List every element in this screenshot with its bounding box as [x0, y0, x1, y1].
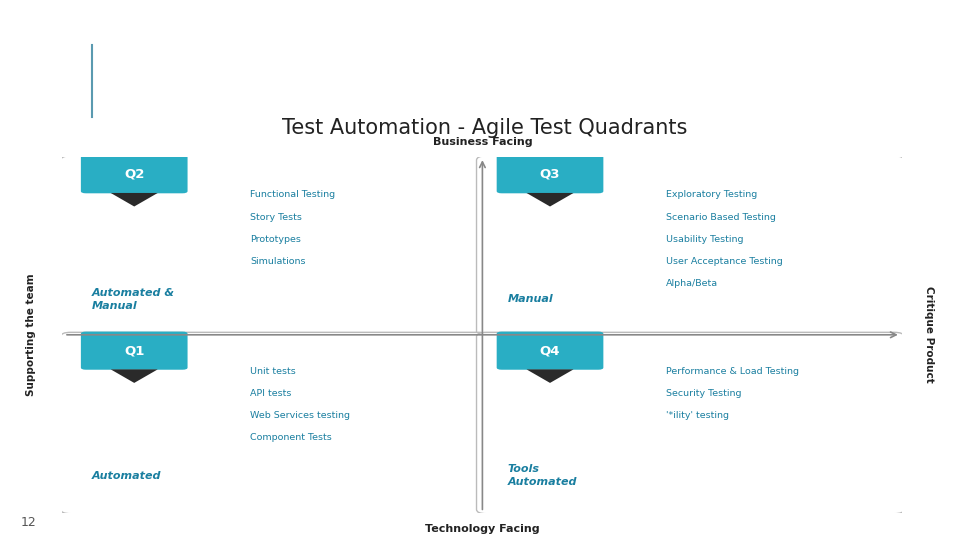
Text: Q3: Q3 — [540, 168, 561, 181]
Text: Alpha/Beta: Alpha/Beta — [666, 279, 718, 288]
Text: Usability Testing: Usability Testing — [666, 235, 743, 244]
Text: Q2: Q2 — [124, 168, 144, 181]
Text: Manual: Manual — [508, 294, 553, 304]
Polygon shape — [110, 369, 157, 383]
FancyBboxPatch shape — [496, 155, 604, 193]
Polygon shape — [526, 369, 573, 383]
Text: Technology Facing: Technology Facing — [425, 524, 540, 534]
Text: Scenario Based Testing: Scenario Based Testing — [666, 213, 776, 221]
Polygon shape — [526, 193, 573, 206]
Text: User Acceptance Testing: User Acceptance Testing — [666, 256, 782, 266]
Text: Business Facing: Business Facing — [433, 137, 532, 147]
Text: Supporting the team: Supporting the team — [26, 273, 36, 396]
Text: Test Automation - Agile Test Quadrants: Test Automation - Agile Test Quadrants — [282, 118, 687, 138]
FancyBboxPatch shape — [81, 155, 187, 193]
Text: Q1: Q1 — [124, 344, 144, 357]
Text: Performance & Load Testing: Performance & Load Testing — [666, 367, 799, 376]
Text: Unit tests: Unit tests — [250, 367, 296, 376]
FancyBboxPatch shape — [476, 332, 904, 514]
Text: Security Testing: Security Testing — [666, 389, 741, 398]
Text: Automated: Automated — [92, 470, 161, 481]
Text: 12: 12 — [21, 516, 36, 529]
FancyBboxPatch shape — [81, 332, 187, 370]
Polygon shape — [110, 193, 157, 206]
Text: Simulations: Simulations — [250, 256, 305, 266]
Text: Tools
Automated: Tools Automated — [508, 464, 577, 487]
Text: Critique Product: Critique Product — [924, 286, 934, 383]
Text: ✏: ✏ — [40, 67, 63, 95]
Text: Q4: Q4 — [540, 344, 561, 357]
Text: Functional Testing: Functional Testing — [250, 191, 335, 199]
Text: Web Services testing: Web Services testing — [250, 411, 350, 420]
Text: Automated &
Manual: Automated & Manual — [92, 288, 175, 310]
Text: '*ility' testing: '*ility' testing — [666, 411, 729, 420]
Text: API tests: API tests — [250, 389, 292, 398]
Text: Exploratory Testing: Exploratory Testing — [666, 191, 757, 199]
FancyBboxPatch shape — [496, 332, 604, 370]
FancyBboxPatch shape — [60, 156, 489, 338]
FancyBboxPatch shape — [60, 332, 489, 514]
Text: Component Tests: Component Tests — [250, 433, 332, 442]
FancyBboxPatch shape — [476, 156, 904, 338]
Text: Automation Quadrants: Automation Quadrants — [105, 71, 355, 91]
Text: Prototypes: Prototypes — [250, 235, 300, 244]
Text: Story Tests: Story Tests — [250, 213, 302, 221]
